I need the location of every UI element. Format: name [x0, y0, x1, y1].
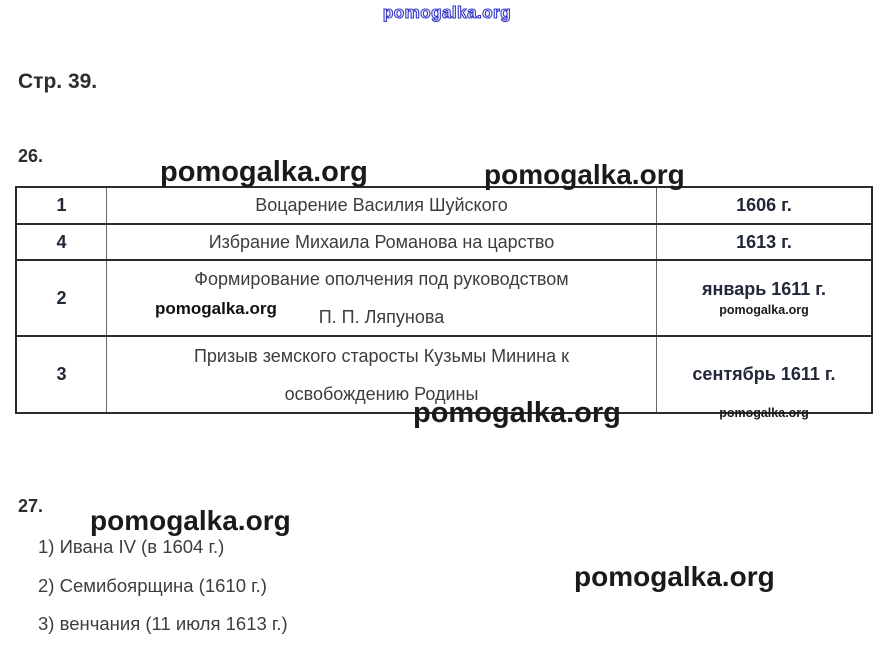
table-row: 4 Избрание Михаила Романова на царство 1… [17, 225, 871, 261]
watermark-in-cell: pomogalka.org [719, 303, 809, 317]
cell-event: Воцарение Василия Шуйского [107, 188, 657, 223]
list-item: 2) Семибоярщина (1610 г.) [38, 575, 267, 596]
date-text: сентябрь 1611 г. [692, 364, 836, 384]
date-text: 1613 г. [736, 231, 792, 252]
cell-date: сентябрь 1611 г. pomogalka.org [657, 337, 871, 420]
table-row: 2 Формирование ополчения под руководство… [17, 261, 871, 337]
event-line: Формирование ополчения под руководством [194, 269, 569, 289]
watermark-below-table: pomogalka.org [413, 397, 621, 429]
cell-event: Формирование ополчения под руководством … [107, 261, 657, 335]
cell-event: Призыв земского старосты Кузьмы Минина к… [107, 337, 657, 412]
date-text: январь 1611 г. [701, 279, 827, 299]
table-row: 3 Призыв земского старосты Кузьмы Минина… [17, 337, 871, 420]
watermark-bottom-right: pomogalka.org [574, 561, 775, 592]
list-item: 3) венчания (11 июля 1613 г.) [38, 613, 288, 634]
watermark-in-cell: pomogalka.org [155, 299, 277, 318]
event-line: Избрание Михаила Романова на царство [208, 231, 555, 252]
cell-date: январь 1611 г. pomogalka.org [657, 261, 871, 335]
cell-date: 1613 г. [657, 225, 871, 259]
cell-event: Избрание Михаила Романова на царство [107, 225, 657, 259]
event-line: Воцарение Василия Шуйского [255, 195, 508, 215]
cell-order-number: 2 [17, 261, 107, 335]
page-title: Стр. 39. [18, 70, 98, 93]
list-item: 1) Ивана IV (в 1604 г.) [38, 536, 225, 557]
cell-order-number: 3 [17, 337, 107, 412]
watermark-above-table-left: pomogalka.org [160, 156, 368, 188]
watermark-top: pomogalka.org [382, 2, 512, 22]
cell-order-number: 4 [17, 225, 107, 259]
watermark-in-cell: pomogalka.org [719, 406, 809, 420]
event-line: П. П. Ляпунова [318, 307, 445, 327]
question-27-label: 27. [18, 496, 44, 516]
watermark-above-table-right: pomogalka.org [484, 159, 685, 190]
date-text: 1606 г. [736, 195, 792, 215]
event-line: освобождению Родины [284, 383, 479, 404]
cell-date: 1606 г. [657, 188, 871, 223]
events-table: 1 Воцарение Василия Шуйского 1606 г. 4 И… [15, 186, 873, 420]
cell-order-number: 1 [17, 188, 107, 223]
event-line: Призыв земского старосты Кузьмы Минина к [193, 345, 570, 366]
watermark-question-27: pomogalka.org [90, 505, 291, 536]
question-26-label: 26. [18, 146, 44, 166]
table-row: 1 Воцарение Василия Шуйского 1606 г. [17, 188, 871, 225]
